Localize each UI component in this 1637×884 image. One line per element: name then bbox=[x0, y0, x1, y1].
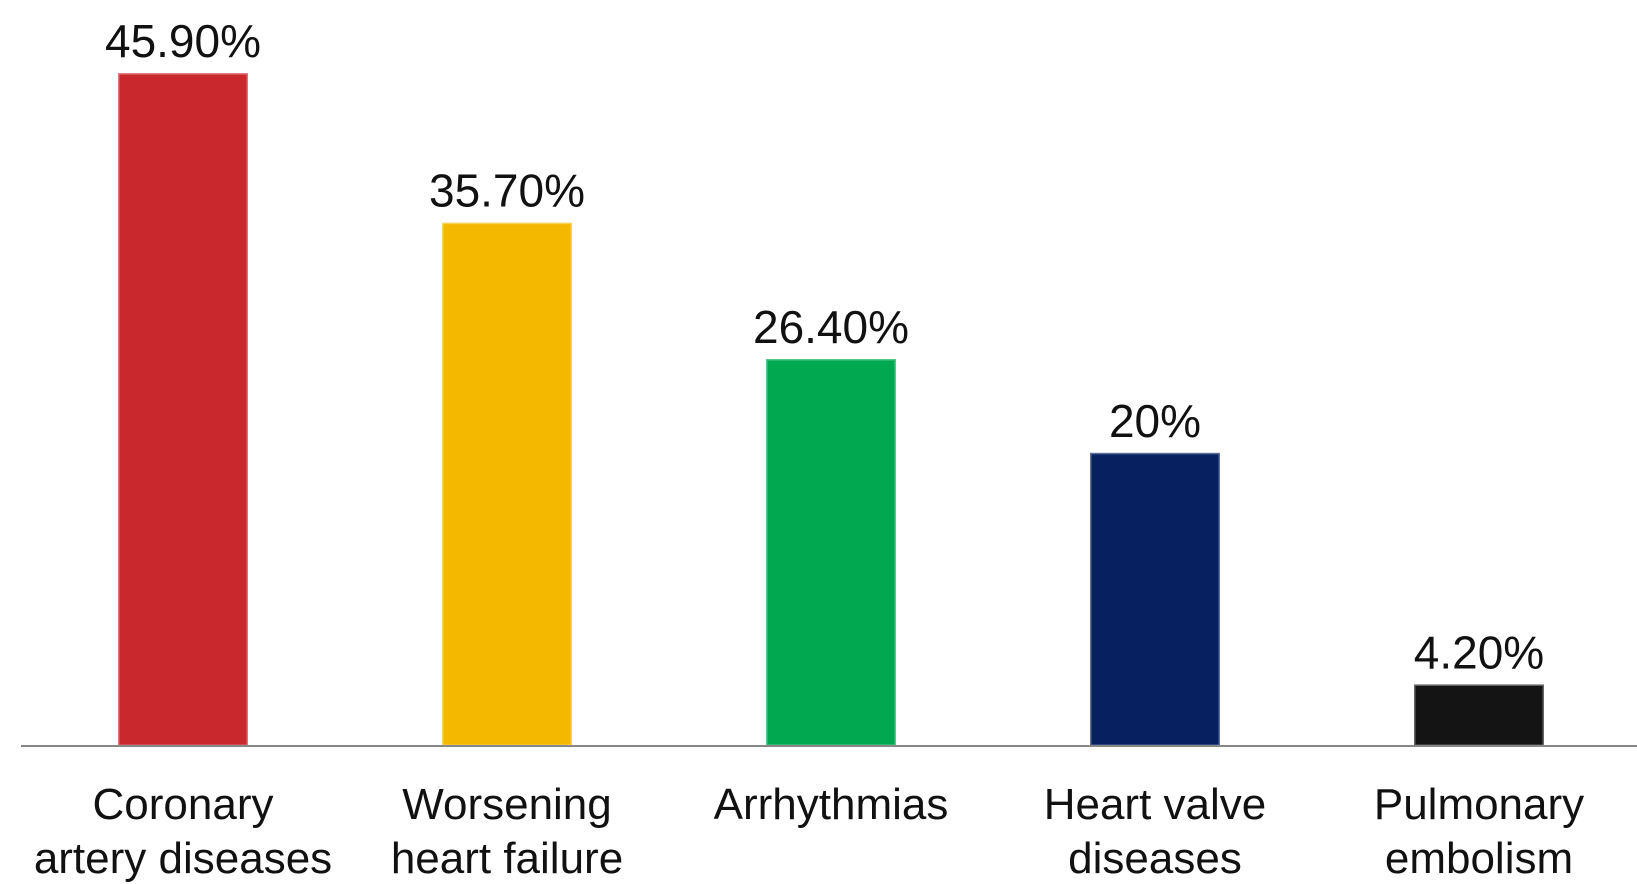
bar bbox=[116, 71, 250, 748]
bar bbox=[764, 357, 898, 748]
x-tick-label: Coronary artery diseases bbox=[33, 780, 333, 883]
value-label: 35.70% bbox=[429, 165, 585, 217]
value-label: 4.20% bbox=[1414, 626, 1544, 678]
x-tick-label: Arrhythmias bbox=[713, 780, 949, 829]
value-label: 45.90% bbox=[105, 15, 261, 67]
bar bbox=[1088, 451, 1222, 748]
bar bbox=[1412, 682, 1546, 748]
bar bbox=[440, 221, 574, 748]
value-label: 26.40% bbox=[753, 301, 909, 353]
x-tick-label: Pulmonary embolism bbox=[1373, 780, 1585, 883]
x-tick-label: Heart valve diseases bbox=[1043, 780, 1267, 883]
x-tick-label: Worsening heart failure bbox=[390, 780, 624, 883]
value-label: 20% bbox=[1109, 395, 1201, 447]
